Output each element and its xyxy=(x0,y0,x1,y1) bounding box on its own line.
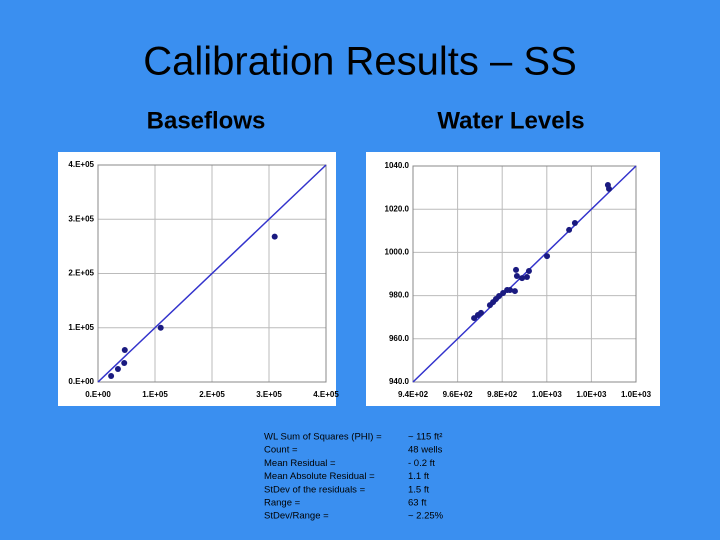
stat-value: ~ 2.25% xyxy=(408,511,444,522)
point xyxy=(511,288,518,295)
stat-value: - 0.2 ft xyxy=(408,458,435,469)
point xyxy=(544,253,551,260)
one-to-one-line xyxy=(412,165,637,383)
y-tick-label: 1020.0 xyxy=(385,204,410,213)
stat-label: Mean Residual = xyxy=(264,458,336,469)
chart-area xyxy=(58,152,336,406)
plot-border xyxy=(97,164,327,383)
x-tick-label: 9.4E+02 xyxy=(398,390,429,399)
x-tick-label: 3.E+05 xyxy=(256,390,282,399)
stat-value: 48 wells xyxy=(408,445,443,456)
stat-label: Mean Absolute Residual = xyxy=(264,471,375,482)
stat-value: 1.5 ft xyxy=(408,484,429,495)
point xyxy=(478,309,485,316)
y-tick-label: 1000.0 xyxy=(385,248,410,257)
y-tick-label: 940.0 xyxy=(389,377,410,386)
x-tick-label: 1.0E+03 xyxy=(621,390,652,399)
x-tick-label: 1.0E+03 xyxy=(576,390,607,399)
y-tick-label: 3.E+05 xyxy=(68,214,94,223)
y-tick-label: 0.E+00 xyxy=(68,377,94,386)
y-tick-label: 960.0 xyxy=(389,334,410,343)
x-tick-label: 9.6E+02 xyxy=(443,390,474,399)
chart-area xyxy=(366,152,660,406)
point xyxy=(157,324,164,331)
stat-label: StDev/Range = xyxy=(264,511,329,522)
point xyxy=(566,226,573,233)
point xyxy=(121,360,128,367)
point xyxy=(121,346,128,353)
stat-value: 1.1 ft xyxy=(408,471,429,482)
y-tick-label: 1.E+05 xyxy=(68,323,94,332)
stat-value: 63 ft xyxy=(408,498,427,509)
slide-title: Calibration Results – SS xyxy=(143,40,577,84)
y-tick-label: 980.0 xyxy=(389,291,410,300)
one-to-one-line xyxy=(97,164,327,383)
stat-value: ~ 115 ft² xyxy=(408,432,442,443)
chart-title: Water Levels xyxy=(437,107,584,134)
x-tick-label: 0.E+00 xyxy=(85,390,111,399)
point xyxy=(525,267,532,274)
point xyxy=(513,272,520,279)
plot-border xyxy=(412,165,637,383)
x-tick-label: 2.E+05 xyxy=(199,390,225,399)
y-tick-label: 1040.0 xyxy=(385,161,410,170)
stat-label: Range = xyxy=(264,498,301,509)
point xyxy=(571,220,578,227)
x-tick-label: 9.8E+02 xyxy=(487,390,518,399)
y-tick-label: 2.E+05 xyxy=(68,269,94,278)
point xyxy=(523,274,530,281)
point xyxy=(108,373,115,380)
point xyxy=(606,185,613,192)
point xyxy=(114,365,121,372)
point xyxy=(513,266,520,273)
stat-label: StDev of the residuals = xyxy=(264,484,366,495)
x-tick-label: 4.E+05 xyxy=(313,390,339,399)
y-tick-label: 4.E+05 xyxy=(68,160,94,169)
point xyxy=(519,275,526,282)
point xyxy=(507,286,514,293)
chart-title: Baseflows xyxy=(147,107,266,134)
x-tick-label: 1.0E+03 xyxy=(532,390,563,399)
x-tick-label: 1.E+05 xyxy=(142,390,168,399)
point xyxy=(271,233,278,240)
stat-label: WL Sum of Squares (PHI) = xyxy=(264,432,382,443)
stat-label: Count = xyxy=(264,445,298,456)
